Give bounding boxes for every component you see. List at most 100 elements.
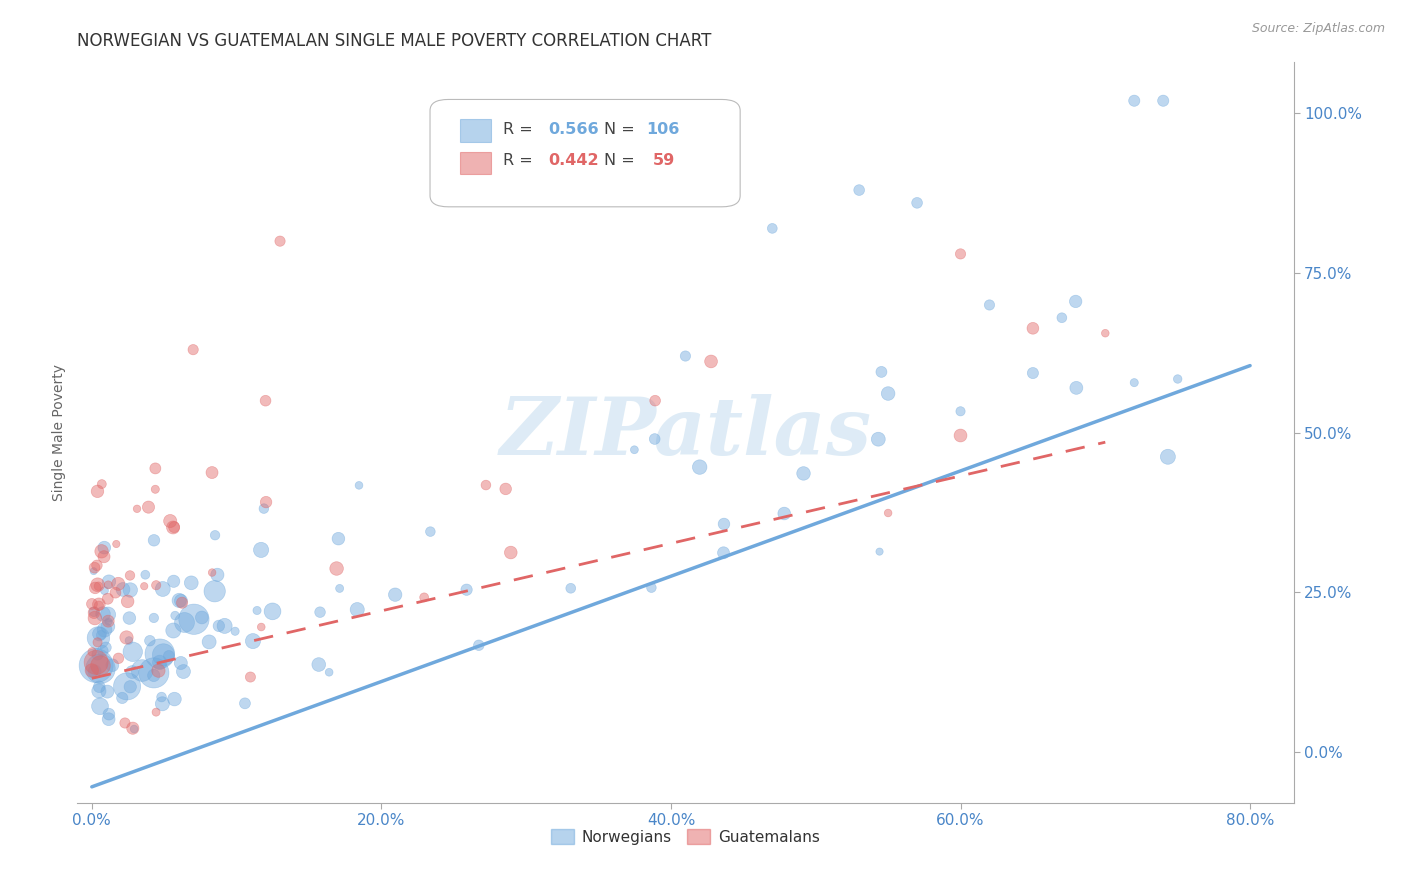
Guatemalans	[86, 578, 108, 592]
Guatemalans	[254, 393, 277, 408]
Norwegians	[761, 221, 783, 235]
Norwegians	[111, 690, 134, 705]
Text: R =: R =	[503, 153, 538, 169]
Norwegians	[246, 603, 269, 617]
Norwegians	[163, 692, 186, 706]
Norwegians	[644, 432, 666, 446]
Norwegians	[86, 648, 108, 662]
Norwegians	[1022, 366, 1045, 380]
Norwegians	[204, 584, 226, 599]
Guatemalans	[86, 635, 108, 649]
Guatemalans	[86, 484, 108, 499]
Guatemalans	[83, 606, 105, 620]
Norwegians	[131, 664, 153, 678]
Guatemalans	[644, 393, 666, 408]
Norwegians	[640, 581, 662, 595]
Norwegians	[157, 648, 180, 663]
Norwegians	[89, 680, 111, 694]
Norwegians	[93, 583, 115, 598]
Norwegians	[118, 633, 141, 648]
Norwegians	[97, 607, 120, 622]
Text: 59: 59	[652, 153, 675, 169]
Guatemalans	[250, 620, 273, 634]
Guatemalans	[143, 461, 166, 475]
Guatemalans	[104, 585, 127, 599]
Norwegians	[198, 635, 221, 649]
Norwegians	[905, 195, 928, 210]
Y-axis label: Single Male Poverty: Single Male Poverty	[52, 364, 66, 501]
Text: 106: 106	[647, 121, 681, 136]
Text: 0.442: 0.442	[548, 153, 599, 169]
Guatemalans	[80, 664, 103, 678]
Guatemalans	[83, 611, 105, 625]
Norwegians	[89, 627, 111, 641]
Norwegians	[329, 582, 352, 596]
Guatemalans	[170, 596, 193, 610]
Guatemalans	[97, 578, 120, 592]
Norwegians	[675, 349, 697, 363]
Norwegians	[134, 567, 156, 582]
Norwegians	[142, 665, 165, 680]
Norwegians	[149, 647, 172, 661]
Norwegians	[204, 528, 226, 542]
Norwegians	[87, 631, 110, 645]
Norwegians	[949, 404, 972, 418]
Norwegians	[1050, 310, 1073, 325]
Norwegians	[165, 608, 187, 623]
Norwegians	[115, 679, 138, 693]
Norwegians	[214, 619, 236, 633]
Norwegians	[191, 610, 214, 624]
Norwegians	[87, 684, 110, 698]
Guatemalans	[87, 599, 110, 613]
Norwegians	[773, 507, 796, 521]
Norwegians	[173, 615, 195, 630]
Guatemalans	[84, 656, 107, 670]
Norwegians	[180, 575, 202, 590]
Norwegians	[1167, 372, 1189, 386]
Norwegians	[91, 644, 114, 658]
Guatemalans	[105, 537, 128, 551]
Norwegians	[152, 648, 174, 662]
Norwegians	[90, 628, 112, 642]
Norwegians	[142, 611, 165, 625]
Norwegians	[242, 634, 264, 648]
Norwegians	[868, 432, 890, 446]
Guatemalans	[97, 614, 120, 628]
Norwegians	[456, 582, 478, 597]
Norwegians	[468, 638, 491, 652]
Norwegians	[309, 605, 332, 619]
Norwegians	[83, 665, 105, 679]
Guatemalans	[86, 558, 108, 573]
Guatemalans	[1094, 326, 1116, 341]
Text: N =: N =	[605, 121, 640, 136]
Guatemalans	[239, 670, 262, 684]
Guatemalans	[87, 597, 110, 611]
Norwegians	[1064, 294, 1087, 309]
Norwegians	[97, 615, 120, 629]
Guatemalans	[495, 482, 517, 496]
Guatemalans	[83, 560, 105, 574]
Guatemalans	[201, 566, 224, 580]
Norwegians	[848, 183, 870, 197]
Guatemalans	[201, 466, 224, 480]
Norwegians	[170, 594, 193, 608]
Norwegians	[224, 624, 246, 639]
Norwegians	[979, 298, 1001, 312]
Norwegians	[143, 533, 166, 548]
Norwegians	[84, 658, 107, 673]
Norwegians	[172, 665, 194, 679]
Guatemalans	[90, 477, 112, 491]
Guatemalans	[325, 561, 347, 575]
Guatemalans	[143, 483, 166, 497]
FancyBboxPatch shape	[430, 99, 740, 207]
Text: N =: N =	[605, 153, 640, 169]
Guatemalans	[82, 645, 104, 659]
Guatemalans	[84, 581, 107, 595]
Guatemalans	[159, 514, 181, 528]
Norwegians	[83, 605, 105, 619]
Guatemalans	[93, 549, 115, 564]
Norwegians	[262, 604, 284, 618]
Norwegians	[870, 365, 893, 379]
Norwegians	[713, 546, 735, 560]
Norwegians	[308, 657, 330, 672]
